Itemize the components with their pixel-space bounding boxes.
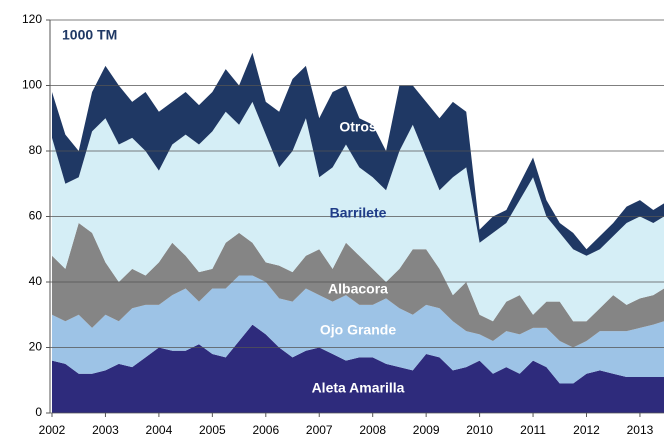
x-tick-label: 2012 (573, 423, 600, 437)
annotation: 1000 TM (62, 27, 117, 43)
x-tick-label: 2009 (413, 423, 440, 437)
x-tick-label: 2008 (359, 423, 386, 437)
x-tick-label: 2005 (199, 423, 226, 437)
y-tick-label: 20 (29, 340, 43, 354)
area (52, 52, 664, 256)
y-tick-label: 40 (29, 274, 43, 288)
area (52, 223, 664, 348)
series-label: Otros (339, 119, 377, 135)
y-tick-label: 0 (35, 405, 42, 419)
plot: 0 20 40 60 80 100 120 2002 2003 2004 2005 2006 2007 2… (22, 12, 664, 437)
x-tick-label: 2011 (520, 423, 546, 437)
series-label: Albacora (328, 281, 388, 297)
x-tick-label: 2010 (466, 423, 493, 437)
x-tick-label: 2004 (146, 423, 173, 437)
series-label: Ojo Grande (320, 322, 396, 338)
x-tick-label: 2006 (252, 423, 279, 437)
y-tick-label: 120 (22, 12, 42, 26)
area (52, 101, 664, 322)
y-tick-label: 60 (29, 209, 43, 223)
x-tick-label: 2002 (39, 423, 66, 437)
x-tick-label: 2007 (306, 423, 333, 437)
series-label: Barrilete (330, 205, 387, 221)
area (52, 324, 664, 413)
x-tick-label: 2003 (92, 423, 119, 437)
x-tick-label: 2013 (627, 423, 654, 437)
series-label: Aleta Amarilla (312, 380, 405, 396)
area (52, 275, 664, 384)
y-tick-label: 100 (22, 78, 42, 92)
y-tick-label: 80 (29, 143, 43, 157)
